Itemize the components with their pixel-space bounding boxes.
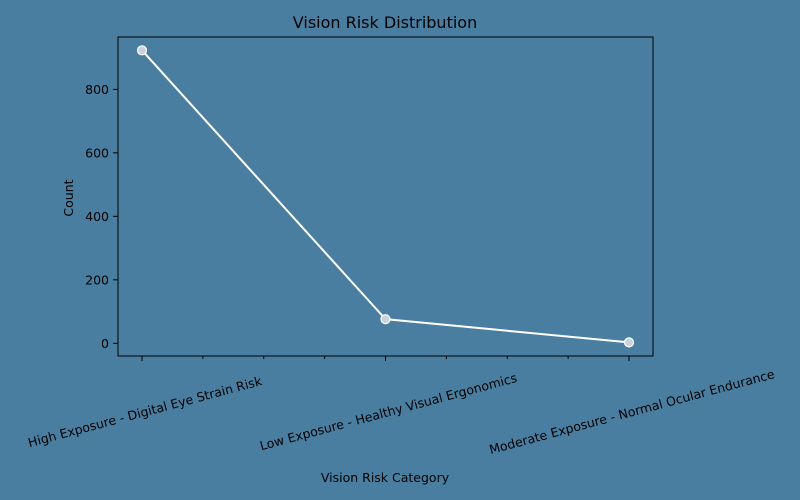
- x-tick-label-1: Low Exposure - Healthy Visual Ergonomics: [258, 370, 518, 453]
- y-tick-label-600: 600: [85, 145, 109, 160]
- x-axis: High Exposure - Digital Eye Strain RiskL…: [26, 356, 776, 457]
- x-tick-label-0: High Exposure - Digital Eye Strain Risk: [26, 373, 264, 450]
- x-axis-label: Vision Risk Category: [321, 470, 450, 485]
- y-tick-label-800: 800: [85, 82, 109, 97]
- data-point-1: [380, 314, 391, 325]
- series-line: [141, 49, 630, 344]
- y-tick-label-0: 0: [101, 336, 109, 351]
- y-axis: 0 200 400 600 800: [85, 82, 118, 351]
- data-point-2: [623, 337, 635, 348]
- chart-title: Vision Risk Distribution: [293, 13, 477, 32]
- x-tick-label-2: Moderate Exposure - Normal Ocular Endura…: [488, 366, 777, 457]
- y-tick-label-400: 400: [85, 209, 109, 224]
- data-point-0: [136, 45, 148, 56]
- plot-frame: [117, 36, 654, 357]
- y-axis-label: Count: [61, 179, 76, 216]
- series-count: [136, 45, 635, 348]
- y-tick-label-200: 200: [85, 272, 109, 287]
